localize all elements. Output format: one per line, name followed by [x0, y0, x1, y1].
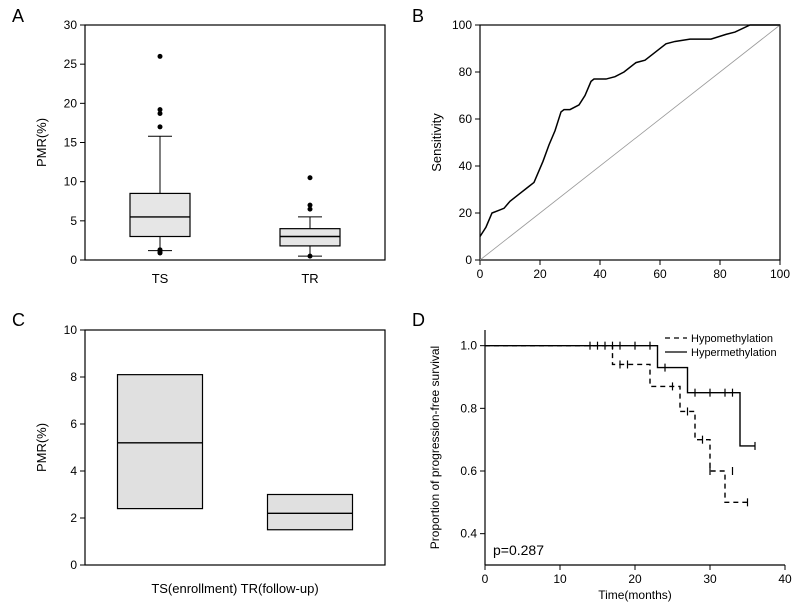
svg-text:30: 30	[64, 18, 78, 32]
svg-text:Hypermethylation: Hypermethylation	[691, 347, 777, 359]
svg-text:20: 20	[628, 572, 642, 586]
svg-text:PMR(%): PMR(%)	[34, 423, 49, 472]
svg-text:80: 80	[713, 267, 727, 281]
svg-text:Proportion of progression-free: Proportion of progression-free survival	[428, 346, 442, 549]
svg-text:20: 20	[459, 206, 473, 220]
svg-text:15: 15	[64, 136, 78, 150]
svg-text:Time(months): Time(months)	[598, 588, 672, 602]
svg-text:60: 60	[653, 267, 667, 281]
svg-text:10: 10	[64, 323, 78, 337]
svg-text:Hypomethylation: Hypomethylation	[691, 333, 773, 345]
panel-a: 0 5 10 15 20 25 30 PMR(%) TS TR	[30, 15, 400, 295]
svg-text:10: 10	[553, 572, 567, 586]
panel-d-svg: 0 10 20 30 40 0.4 0.6 0.8 1.0 Proportion of progr…	[425, 320, 795, 605]
svg-text:Sensitivity: Sensitivity	[429, 113, 444, 172]
svg-text:0.4: 0.4	[460, 527, 477, 541]
panel-d: 0 10 20 30 40 0.4 0.6 0.8 1.0 Proportion of progr…	[425, 320, 795, 605]
panel-b: 0 20 40 60 80 100 0 20 40 60 80 100 Sensitivity	[425, 15, 795, 295]
panel-a-label: A	[12, 6, 24, 27]
panel-a-svg: 0 5 10 15 20 25 30 PMR(%) TS TR	[30, 15, 400, 295]
panel-c-label: C	[12, 310, 25, 331]
svg-text:40: 40	[593, 267, 607, 281]
svg-text:0: 0	[70, 253, 77, 267]
panel-b-svg: 0 20 40 60 80 100 0 20 40 60 80 100 Sensitivity	[425, 15, 795, 295]
svg-text:TS: TS	[152, 271, 169, 286]
svg-text:30: 30	[703, 572, 717, 586]
svg-text:2: 2	[70, 511, 77, 525]
svg-text:1.0: 1.0	[460, 339, 477, 353]
svg-text:0: 0	[465, 253, 472, 267]
svg-text:PMR(%): PMR(%)	[34, 118, 49, 167]
svg-text:p=0.287: p=0.287	[493, 542, 544, 558]
svg-text:0: 0	[482, 572, 489, 586]
svg-text:20: 20	[533, 267, 547, 281]
svg-text:10: 10	[64, 175, 78, 189]
svg-text:TR: TR	[301, 271, 318, 286]
svg-text:40: 40	[778, 572, 792, 586]
svg-text:0: 0	[477, 267, 484, 281]
svg-text:100: 100	[770, 267, 790, 281]
svg-text:100: 100	[452, 18, 472, 32]
svg-text:80: 80	[459, 65, 473, 79]
svg-text:TS(enrollment) TR(follow-up): TS(enrollment) TR(follow-up)	[151, 581, 318, 596]
panel-c: 0 2 4 6 8 10 PMR(%) TS(enrollment) TR(follow-up…	[30, 320, 400, 605]
svg-text:20: 20	[64, 96, 78, 110]
svg-text:0.8: 0.8	[460, 401, 477, 415]
panel-c-svg: 0 2 4 6 8 10 PMR(%) TS(enrollment) TR(follow-up…	[30, 320, 400, 605]
svg-text:4: 4	[70, 464, 77, 478]
svg-text:0: 0	[70, 558, 77, 572]
svg-text:0.6: 0.6	[460, 464, 477, 478]
panel-b-label: B	[412, 6, 424, 27]
svg-text:60: 60	[459, 112, 473, 126]
svg-text:8: 8	[70, 370, 77, 384]
svg-text:5: 5	[70, 214, 77, 228]
panel-d-label: D	[412, 310, 425, 331]
svg-text:6: 6	[70, 417, 77, 431]
figure-container: A 051015202530PMR(%)TSTR B 0204060801000…	[0, 0, 800, 611]
svg-text:25: 25	[64, 57, 78, 71]
svg-text:40: 40	[459, 159, 473, 173]
